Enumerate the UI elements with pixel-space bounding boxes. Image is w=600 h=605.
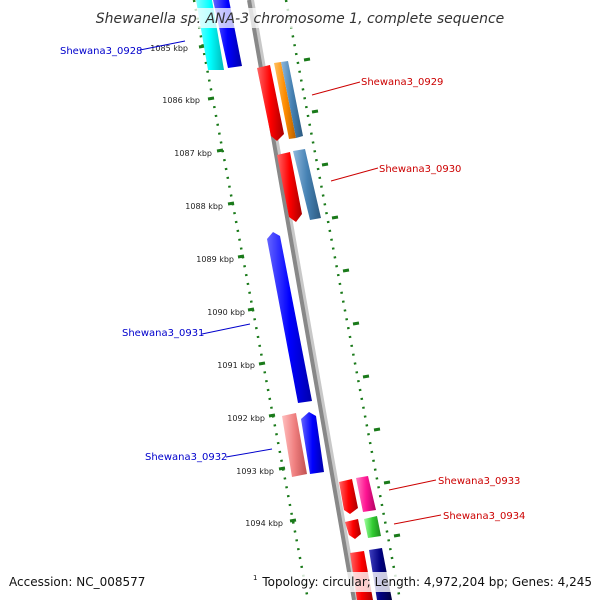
gene-feature-green[interactable] <box>364 516 381 538</box>
gene-feature-blue[interactable] <box>301 412 324 474</box>
tick-label: 1093 kbp <box>236 467 274 476</box>
tick-label: 1094 kbp <box>245 519 283 528</box>
gene-feature-red[interactable] <box>277 152 302 222</box>
tick-label: 1090 kbp <box>207 308 245 317</box>
tick-label: 1091 kbp <box>217 361 255 370</box>
label-leaders <box>139 40 442 525</box>
gene-feature-steelblue[interactable] <box>281 61 303 138</box>
tick-label: 1085 kbp <box>150 44 188 53</box>
gene-label-shewana3-0934[interactable]: Shewana3_0934 <box>443 511 525 522</box>
gene-feature-steelblue[interactable] <box>293 149 321 220</box>
gene-feature-red[interactable] <box>257 65 284 141</box>
footnote-marker: 1 <box>253 574 257 582</box>
tick-label: 1087 kbp <box>174 149 212 158</box>
gene-feature-orange[interactable] <box>274 62 296 139</box>
scale-ticks <box>198 44 401 538</box>
gene-label-shewana3-0929[interactable]: Shewana3_0929 <box>361 77 443 88</box>
gene-feature-pink[interactable] <box>282 413 307 477</box>
gene-label-shewana3-0933[interactable]: Shewana3_0933 <box>438 476 520 487</box>
topology-backdrop <box>250 572 596 592</box>
gene-label-shewana3-0931[interactable]: Shewana3_0931 <box>122 328 204 339</box>
gene-feature-magenta[interactable] <box>356 476 376 512</box>
tick-label: 1089 kbp <box>196 255 234 264</box>
gene-feature-red[interactable] <box>339 479 358 514</box>
accession-backdrop <box>4 572 174 592</box>
gene-feature-blue-long[interactable] <box>267 232 312 403</box>
map-title: Shewanella sp. ANA-3 chromosome 1, compl… <box>96 11 505 27</box>
gene-label-shewana3-0930[interactable]: Shewana3_0930 <box>379 164 461 175</box>
title-backdrop <box>96 8 506 28</box>
tick-label: 1086 kbp <box>162 96 200 105</box>
gene-feature-red[interactable] <box>345 519 361 539</box>
tick-label: 1092 kbp <box>227 414 265 423</box>
tick-label: 1088 kbp <box>185 202 223 211</box>
gene-label-shewana3-0928[interactable]: Shewana3_0928 <box>60 46 142 57</box>
topology-text: Topology: circular; Length: 4,972,204 bp… <box>261 575 592 589</box>
accession-text: Accession: NC_008577 <box>9 575 145 589</box>
gene-label-shewana3-0932[interactable]: Shewana3_0932 <box>145 452 227 463</box>
